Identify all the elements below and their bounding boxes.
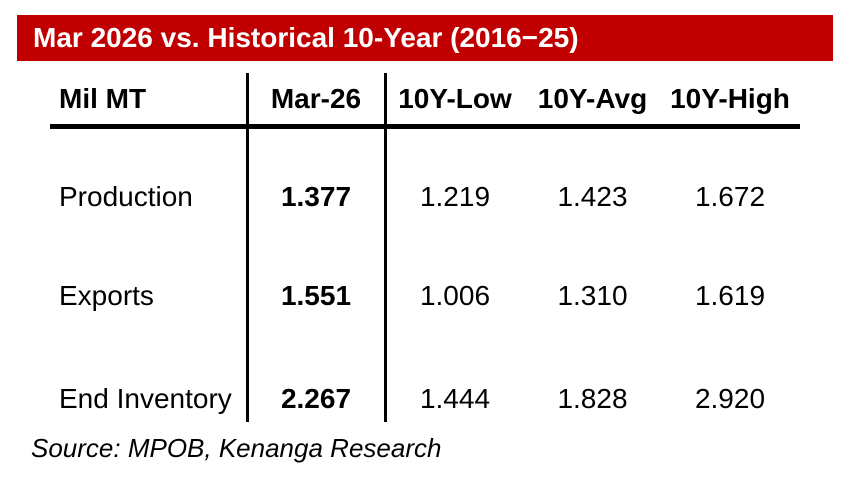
10y-avg-value: 1.828: [557, 383, 628, 414]
mar26-value: 2.267: [280, 383, 352, 414]
column-divider-left: [246, 73, 249, 422]
column-divider-right: [384, 73, 387, 422]
10y-avg-value: 1.310: [557, 280, 628, 311]
row-label: Exports: [59, 280, 154, 311]
mar26-value: 1.551: [280, 280, 352, 311]
column-header-10y-high: 10Y-High: [670, 83, 790, 114]
source-note: Source: MPOB, Kenanga Research: [31, 432, 442, 463]
10y-low-value: 1.006: [419, 280, 491, 311]
10y-high-value: 1.672: [694, 181, 766, 212]
header-underline: [50, 124, 800, 129]
table-row-production: Production 1.377 1.219 1.423 1.672: [50, 167, 800, 227]
column-header-10y-low: 10Y-Low: [398, 83, 512, 114]
row-label: Production: [59, 181, 193, 212]
column-header-10y-avg: 10Y-Avg: [537, 83, 648, 114]
10y-high-value: 1.619: [694, 280, 766, 311]
figure-title: Mar 2026 vs. Historical 10-Year (2016−25…: [33, 22, 579, 53]
row-label: End Inventory: [59, 383, 232, 414]
title-bar: Mar 2026 vs. Historical 10-Year (2016−25…: [17, 15, 833, 61]
column-header-mar26: Mar-26: [270, 83, 362, 114]
unit-label: Mil MT: [59, 83, 147, 114]
mar26-value: 1.377: [280, 181, 352, 212]
10y-low-value: 1.219: [419, 181, 491, 212]
table-row-exports: Exports 1.551 1.006 1.310 1.619: [50, 266, 800, 326]
table-header-row: Mil MT Mar-26 10Y-Low 10Y-Avg 10Y-High: [50, 73, 800, 125]
10y-avg-value: 1.423: [557, 181, 628, 212]
10y-high-value: 2.920: [694, 383, 766, 414]
10y-low-value: 1.444: [419, 383, 491, 414]
table-row-end-inventory: End Inventory 2.267 1.444 1.828 2.920: [50, 369, 800, 429]
